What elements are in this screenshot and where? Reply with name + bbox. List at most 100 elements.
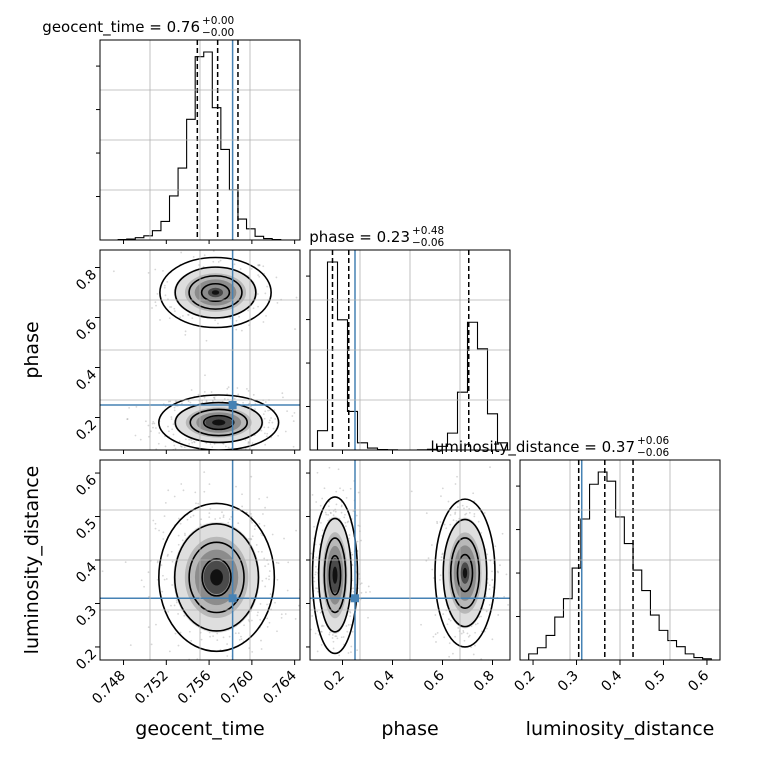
scatter-point — [194, 491, 197, 494]
scatter-point — [229, 317, 232, 320]
scatter-point — [167, 489, 170, 492]
scatter-point — [342, 489, 345, 492]
scatter-point — [503, 595, 506, 598]
scatter-point — [342, 636, 345, 638]
y-tick-label: 0.8 — [73, 267, 100, 294]
scatter-point — [168, 317, 171, 320]
scatter-point — [247, 441, 250, 443]
scatter-point — [264, 292, 267, 295]
title-text: geocent_time = 0.76 — [42, 18, 200, 37]
scatter-point — [197, 393, 200, 396]
scatter-point — [292, 420, 295, 423]
truth-marker — [228, 594, 237, 603]
scatter-point — [303, 553, 305, 555]
scatter-point — [315, 556, 318, 559]
scatter-point — [280, 613, 283, 616]
scatter-point — [259, 618, 262, 621]
scatter-point — [170, 306, 173, 308]
scatter-point — [170, 416, 173, 418]
scatter-point — [270, 417, 272, 419]
scatter-point — [330, 512, 332, 515]
title-equals: = — [354, 228, 376, 246]
scatter-point — [316, 471, 319, 474]
scatter-point — [167, 425, 169, 428]
scatter-point — [178, 440, 181, 443]
scatter-point — [243, 624, 245, 627]
scatter-point — [179, 316, 182, 319]
scatter-point — [264, 410, 267, 413]
scatter-point — [336, 637, 339, 640]
scatter-point — [172, 433, 175, 436]
scatter-point — [173, 444, 176, 447]
scatter-point — [261, 580, 264, 582]
contour-line — [188, 541, 245, 614]
scatter-point — [157, 442, 160, 445]
scatter-point — [294, 328, 296, 330]
scatter-point — [183, 446, 186, 449]
scatter-point — [254, 524, 257, 527]
y-tick-label: 0.4 — [73, 367, 100, 394]
scatter-point — [454, 511, 457, 514]
x-axis-luminosity_distance: 0.2 0.3 0.4 0.5 0.6 luminosity_distance — [511, 660, 714, 740]
scatter-point — [250, 405, 252, 408]
scatter-point — [440, 556, 443, 559]
scatter-point — [240, 638, 243, 641]
scatter-point — [192, 256, 195, 258]
scatter-point — [329, 511, 332, 514]
scatter-point — [191, 317, 194, 320]
scatter-point — [440, 495, 442, 498]
scatter-point — [241, 493, 243, 496]
scatter-point — [311, 493, 314, 496]
panel-title-luminosity_distance: luminosity_distance = 0.37 +0.06−0.06 — [431, 435, 670, 459]
scatter-point — [335, 635, 338, 638]
scatter-point — [303, 623, 305, 625]
title-minus-error: −0.06 — [412, 237, 444, 249]
grid-lines — [100, 40, 300, 240]
scatter-point — [210, 391, 213, 393]
scatter-point — [174, 400, 177, 403]
scatter-point — [268, 419, 271, 422]
scatter-point — [367, 585, 370, 588]
scatter-point — [456, 475, 458, 478]
scatter-point — [153, 422, 156, 425]
scatter-point — [182, 314, 184, 317]
scatter-point — [184, 330, 187, 333]
scatter-point — [448, 655, 451, 658]
scatter-point — [180, 251, 183, 254]
scatter-point — [369, 591, 371, 593]
x-axis-label-luminosity_distance: luminosity_distance — [526, 718, 715, 740]
scatter-point — [208, 512, 211, 515]
title-minus-error: −0.00 — [202, 27, 234, 39]
scatter-point — [250, 538, 253, 541]
scatter-point — [251, 619, 253, 622]
scatter-point — [263, 557, 266, 560]
scatter-point — [257, 274, 260, 277]
scatter-point — [139, 438, 142, 441]
scatter-point — [340, 636, 343, 639]
x-axis-label-phase: phase — [381, 718, 438, 740]
scatter-point — [179, 522, 182, 525]
scatter-point — [344, 455, 346, 457]
scatter-point — [192, 514, 195, 517]
scatter-point — [190, 639, 193, 642]
scatter-point — [203, 471, 206, 474]
scatter-point — [488, 588, 491, 591]
scatter-point — [184, 438, 187, 441]
scatter-point — [198, 662, 200, 664]
scatter-point — [250, 520, 253, 522]
y-tick-label: 0.2 — [73, 417, 100, 444]
scatter-point — [227, 672, 229, 674]
scatter-point — [449, 523, 452, 526]
scatter-point — [332, 509, 335, 512]
scatter-point — [195, 502, 197, 505]
scatter-point — [265, 577, 268, 580]
scatter-point — [457, 627, 460, 629]
scatter-point — [155, 427, 157, 429]
density-shade — [210, 569, 223, 586]
scatter-point — [268, 409, 271, 412]
scatter-point — [154, 527, 157, 530]
scatter-point — [276, 630, 278, 633]
scatter-point — [427, 557, 430, 560]
scatter-point — [220, 669, 222, 671]
scatter-point — [235, 485, 237, 488]
